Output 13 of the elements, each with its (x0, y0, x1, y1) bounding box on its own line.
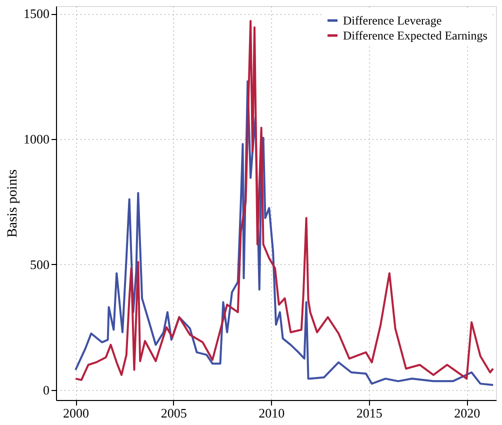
x-tick-label: 2015 (356, 406, 382, 420)
line-series (74, 80, 494, 386)
legend-label: Difference Expected Earnings (343, 28, 488, 42)
x-tick-label: 2010 (258, 406, 285, 420)
legend-label: Difference Leverage (343, 14, 442, 28)
x-tick-label: 2020 (454, 406, 480, 420)
y-tick-label: 1500 (24, 6, 50, 22)
y-tick-label: 0 (43, 382, 50, 398)
y-tick-label: 1000 (24, 132, 50, 147)
y-tick-label: 500 (30, 256, 50, 272)
y-axis-title: Basis points (6, 169, 20, 238)
x-tick-label: 2005 (160, 406, 187, 420)
x-tick-label: 2000 (63, 406, 90, 420)
